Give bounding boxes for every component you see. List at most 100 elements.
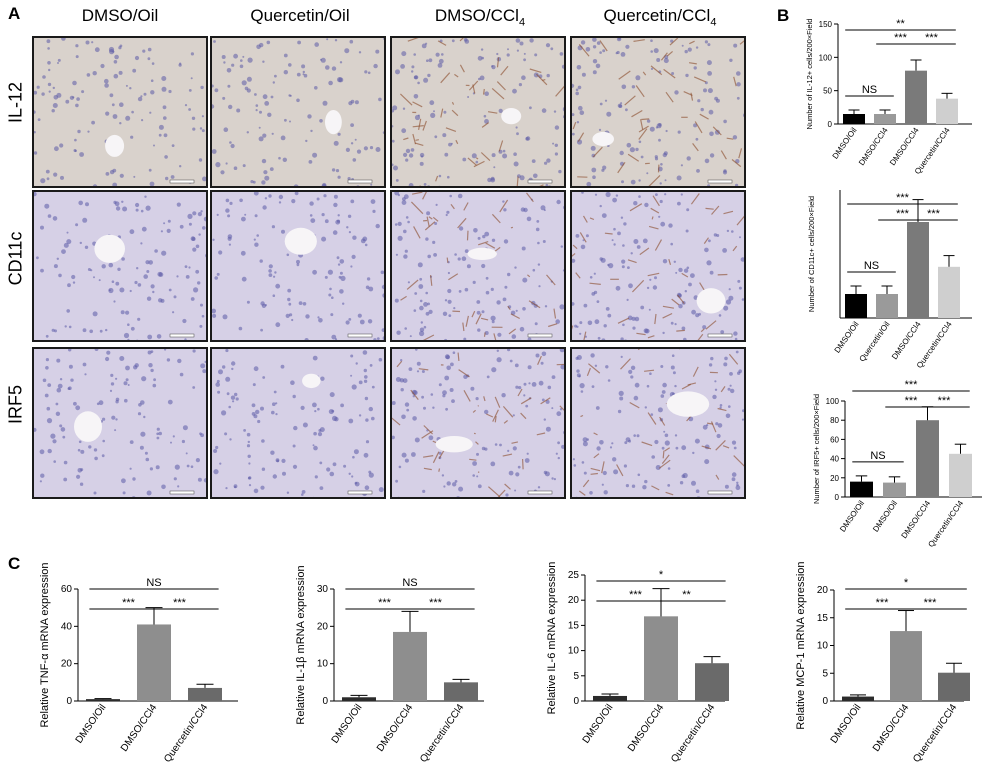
column-header-dmso-oil: DMSO/Oil [81, 6, 159, 25]
chart-c3: 0 5 10 15 20 25 Relative IL-6 mRNA expression D… [546, 562, 729, 765]
micrograph-cd11c-0 [32, 190, 208, 342]
chart-b3-ytick-label: 80 [830, 416, 839, 425]
chart-b3-ytick-label: 20 [830, 474, 839, 483]
chart-b3-sig-label: *** [905, 379, 919, 391]
chart-c3-ytick-label: 10 [568, 646, 580, 657]
chart-c1-category-label: Quercetin/CCl4 [162, 702, 210, 765]
chart-b3-bar [949, 453, 972, 497]
panel-label-c: C [8, 554, 21, 573]
chart-b2-category-label: Quercetin/Oil [857, 320, 891, 364]
chart-b3-bar [850, 481, 873, 497]
chart-c2-bar [444, 682, 478, 701]
chart-c3-bar [593, 695, 627, 701]
micrograph-il-12-0 [32, 36, 208, 188]
chart-b3-category-label: DMSO/Oil [838, 499, 866, 534]
chart-b2-ylabel: Number of CD11c+ cells/200×Field [807, 196, 816, 312]
chart-c3-ytick-label: 0 [573, 696, 579, 707]
chart-b1-sig-label: *** [925, 32, 939, 44]
chart-c2-sig-label: NS [402, 577, 417, 589]
chart-c3-ytick-label: 25 [568, 570, 580, 581]
micrograph-il-12-3 [570, 36, 746, 188]
chart-c3-sig-label: *** [629, 589, 643, 601]
column-header-quercetin-oil: Quercetin/Oil [250, 6, 350, 25]
chart-b3-ytick-label: 100 [826, 397, 840, 406]
chart-c4-category-label: Quercetin/CCl4 [911, 702, 959, 765]
chart-c4-ylabel: Relative MCP-1 mRNA expression [795, 561, 807, 729]
chart-c1-bar [137, 624, 171, 701]
micrograph-cd11c-2 [390, 190, 566, 342]
chart-b1-category-label: DMSO/CCl4 [857, 126, 890, 168]
chart-c2-category-label: DMSO/CCl4 [375, 702, 416, 754]
chart-c1-sig-label: *** [173, 597, 187, 609]
chart-b1-sig-label: NS [862, 84, 877, 96]
chart-b2-sig-label: *** [896, 208, 910, 220]
chart-b1: 0 50 100 150 Number of IL-12+ cells/200×Fiel… [805, 18, 972, 176]
chart-b3-ytick-label: 60 [830, 435, 839, 444]
micrograph-cd11c-1 [210, 190, 386, 342]
chart-c4-sig-label: *** [924, 597, 938, 609]
chart-c1: 0 20 40 60 Relative TNF-α mRNA expression DMS… [39, 562, 238, 765]
chart-b1-bar [905, 70, 927, 124]
chart-c1-bar [86, 699, 120, 701]
chart-c1-ytick-label: 40 [61, 621, 73, 632]
chart-c4-category-label: DMSO/Oil [829, 702, 864, 745]
chart-c2-bar [342, 697, 376, 701]
chart-b1-ylabel: Number of IL-12+ cells/200×Field [805, 19, 814, 130]
chart-c3-sig-label: ** [682, 589, 691, 601]
chart-b3-category-label: DMSO/CCl4 [900, 499, 933, 541]
chart-b3-sig-label: *** [905, 395, 919, 407]
chart-c4-bar [938, 672, 970, 701]
chart-b2: Number of CD11c+ cells/200×Field DMSO/Oil… [807, 190, 972, 370]
micrograph-il-12-2 [390, 36, 566, 188]
chart-c4-ytick-label: 20 [817, 585, 829, 596]
chart-b1-bar [874, 114, 896, 124]
chart-b2-sig-label: *** [896, 192, 910, 204]
chart-b1-bar [843, 114, 865, 124]
chart-b3: 0 20 40 60 80 100 Number of IRF5+ cells/200×Fi… [812, 379, 982, 549]
chart-c4-bar [890, 631, 922, 701]
chart-c3-bar [695, 663, 729, 701]
chart-b1-ytick-label: 0 [828, 120, 833, 129]
micrograph-irf5-2 [390, 347, 566, 499]
chart-c4-ytick-label: 5 [822, 668, 828, 679]
chart-c2-ytick-label: 30 [317, 584, 329, 595]
chart-c2-sig-label: *** [429, 597, 443, 609]
chart-c2: 0 10 20 30 Relative IL-1β mRNA expression DMS… [295, 565, 484, 765]
chart-b3-category-label: DMSO/Oil [871, 499, 899, 534]
chart-b3-bar [916, 420, 939, 497]
micrograph-irf5-1 [210, 347, 386, 499]
chart-b3-ytick-label: 0 [835, 493, 840, 502]
chart-c3-ytick-label: 5 [573, 671, 579, 682]
chart-b3-sig-label: NS [870, 450, 885, 462]
chart-c3-category-label: Quercetin/CCl4 [669, 702, 717, 765]
chart-c4-ytick-label: 10 [817, 641, 829, 652]
chart-c1-ytick-label: 60 [61, 584, 73, 595]
chart-c3-ylabel: Relative IL-6 mRNA expression [546, 562, 558, 715]
chart-c2-category-label: Quercetin/CCl4 [418, 702, 466, 765]
column-header-dmso-ccl4: DMSO/CCl4 [434, 6, 526, 29]
chart-b3-sig-label: *** [938, 395, 952, 407]
chart-b2-bar [938, 266, 960, 318]
chart-b2-sig-label: NS [864, 260, 879, 272]
chart-c3-ytick-label: 15 [568, 620, 580, 631]
panel-label-a: A [8, 4, 21, 23]
chart-b2-sig-label: *** [927, 208, 941, 220]
chart-b1-sig-label: *** [894, 32, 908, 44]
chart-b1-sig-label: ** [896, 18, 905, 30]
chart-c3-bar [644, 616, 678, 701]
chart-b1-category-label: DMSO/Oil [831, 126, 859, 161]
chart-b3-category-label: Quercetin/CCl4 [926, 499, 965, 549]
chart-c2-sig-label: *** [378, 597, 392, 609]
chart-c2-ytick-label: 20 [317, 621, 329, 632]
chart-c4-sig-label: * [904, 577, 909, 589]
chart-c4-ytick-label: 15 [817, 613, 829, 624]
chart-c1-sig-label: *** [122, 597, 136, 609]
micrograph-irf5-0 [32, 347, 208, 499]
micrograph-irf5-3 [570, 347, 746, 499]
panel-label-b: B [777, 6, 790, 25]
chart-c2-ylabel: Relative IL-1β mRNA expression [295, 565, 307, 724]
chart-c1-ytick-label: 20 [61, 659, 73, 670]
chart-b3-ylabel: Number of IRF5+ cells/200×Field [812, 394, 821, 504]
chart-c2-bar [393, 631, 427, 701]
